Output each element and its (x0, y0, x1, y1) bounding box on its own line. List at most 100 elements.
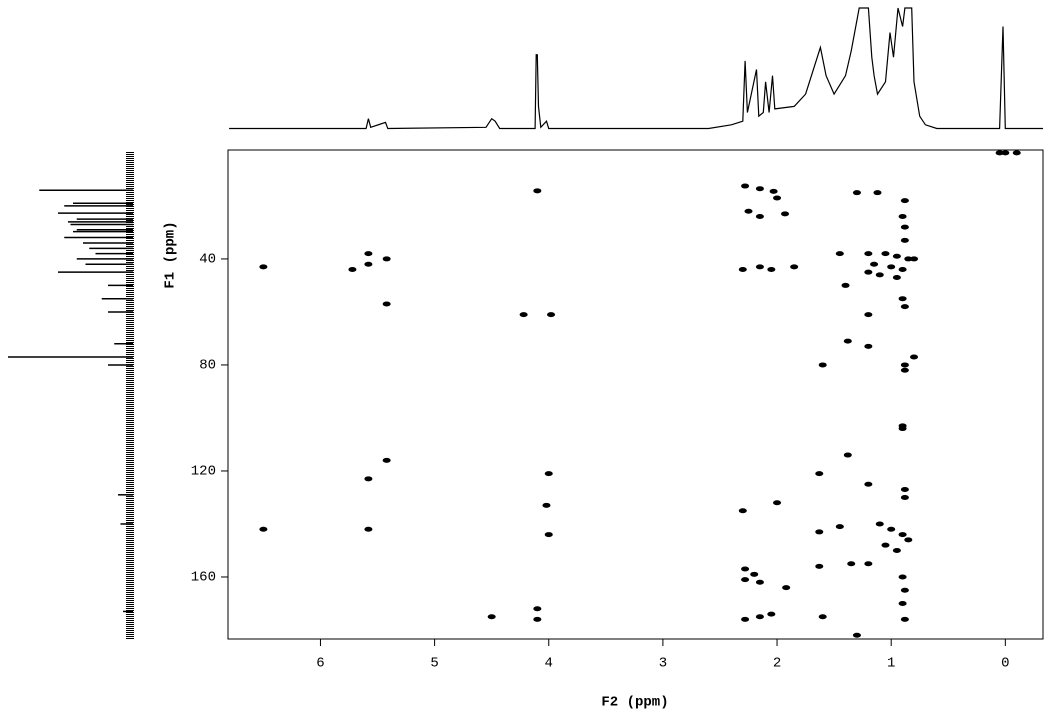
cross-peak (864, 561, 873, 567)
cross-peak (348, 267, 357, 273)
cross-peak (259, 264, 268, 270)
cross-peak (782, 585, 791, 591)
cross-peak (892, 547, 901, 553)
cross-peak (900, 237, 909, 243)
cross-peak (843, 338, 852, 344)
cross-peak (898, 214, 907, 220)
cross-peak (835, 251, 844, 257)
cross-peak (892, 253, 901, 259)
cross-peak (864, 251, 873, 257)
cross-peak (738, 267, 747, 273)
cross-peak (841, 282, 850, 288)
cross-peak (382, 256, 391, 262)
x-tick-label: 1 (887, 656, 895, 672)
cross-peak (900, 587, 909, 593)
cross-peak (364, 526, 373, 532)
cross-peak (544, 532, 553, 538)
cross-peak (738, 508, 747, 514)
y-tick-label: 80 (199, 358, 216, 374)
cross-peak (542, 502, 551, 508)
plot-frame (227, 149, 1044, 640)
cross-peak (875, 521, 884, 527)
cross-peak (887, 526, 896, 532)
y-tick-label: 40 (199, 252, 216, 268)
cross-peak (382, 301, 391, 307)
cross-peak (259, 526, 268, 532)
cross-peak (364, 261, 373, 267)
x-tick-label: 0 (1001, 656, 1009, 672)
cross-peak (900, 494, 909, 500)
cross-peak (847, 561, 856, 567)
cross-peak (815, 563, 824, 569)
cross-peak (881, 251, 890, 257)
cross-peak (900, 367, 909, 373)
cross-peak (382, 457, 391, 463)
cross-peak (898, 574, 907, 580)
cross-peak (815, 529, 824, 535)
y-tick-label: 160 (191, 570, 216, 586)
cross-peak (767, 611, 776, 617)
x-tick-label: 2 (773, 656, 781, 672)
cross-peak (873, 190, 882, 196)
cross-peak (904, 537, 913, 543)
cross-peak (815, 471, 824, 477)
cross-peak (741, 616, 750, 622)
cross-peak (910, 256, 919, 262)
cross-peak (900, 304, 909, 310)
cross-peak (900, 362, 909, 368)
cross-peak (995, 150, 1004, 156)
cross-peak (900, 198, 909, 204)
cross-peak (755, 186, 764, 192)
cross-peak (900, 224, 909, 230)
cross-peak (900, 616, 909, 622)
cross-peak (1012, 150, 1021, 156)
cross-peak (898, 600, 907, 606)
cross-peak (773, 500, 782, 506)
cross-peak (741, 183, 750, 189)
cross-peak (900, 487, 909, 493)
cross-peak (767, 267, 776, 273)
cross-peak (910, 354, 919, 360)
cross-peak (741, 566, 750, 572)
cross-peak (875, 272, 884, 278)
cross-peak (755, 264, 764, 270)
cross-peak (487, 614, 496, 620)
cross-peak (533, 616, 542, 622)
cross-peak (750, 571, 759, 577)
cross-peak (887, 264, 896, 270)
cross-peak (892, 274, 901, 280)
cross-peak (898, 532, 907, 538)
cross-peak (864, 343, 873, 349)
x-axis-label: F2 (ppm) (601, 695, 668, 711)
cross-peak (533, 188, 542, 194)
cross-peak (852, 632, 861, 638)
cross-peak (835, 524, 844, 530)
x-tick-label: 3 (659, 656, 667, 672)
cross-peak (364, 476, 373, 482)
cross-peak (744, 208, 753, 214)
cross-peak (843, 452, 852, 458)
x-tick-label: 5 (430, 656, 438, 672)
cross-peak (781, 211, 790, 217)
cross-peak (898, 296, 907, 302)
f2-projection (229, 7, 1043, 130)
cross-peak (864, 312, 873, 318)
cross-peak (898, 267, 907, 273)
cross-peak (881, 542, 890, 548)
cross-peak (755, 579, 764, 585)
x-tick-label: 6 (316, 656, 324, 672)
cross-peak (773, 195, 782, 201)
y-axis-label: F1 (ppm) (163, 221, 179, 288)
cross-peak (547, 312, 556, 318)
cross-peak (1001, 150, 1010, 156)
cross-peak (870, 261, 879, 267)
y-tick-label: 120 (191, 464, 216, 480)
cross-peak (544, 471, 553, 477)
cross-peak (741, 577, 750, 583)
cross-peak (818, 362, 827, 368)
cross-peak (769, 188, 778, 194)
cross-peak (818, 614, 827, 620)
x-tick-label: 4 (545, 656, 553, 672)
cross-peak (904, 256, 913, 262)
